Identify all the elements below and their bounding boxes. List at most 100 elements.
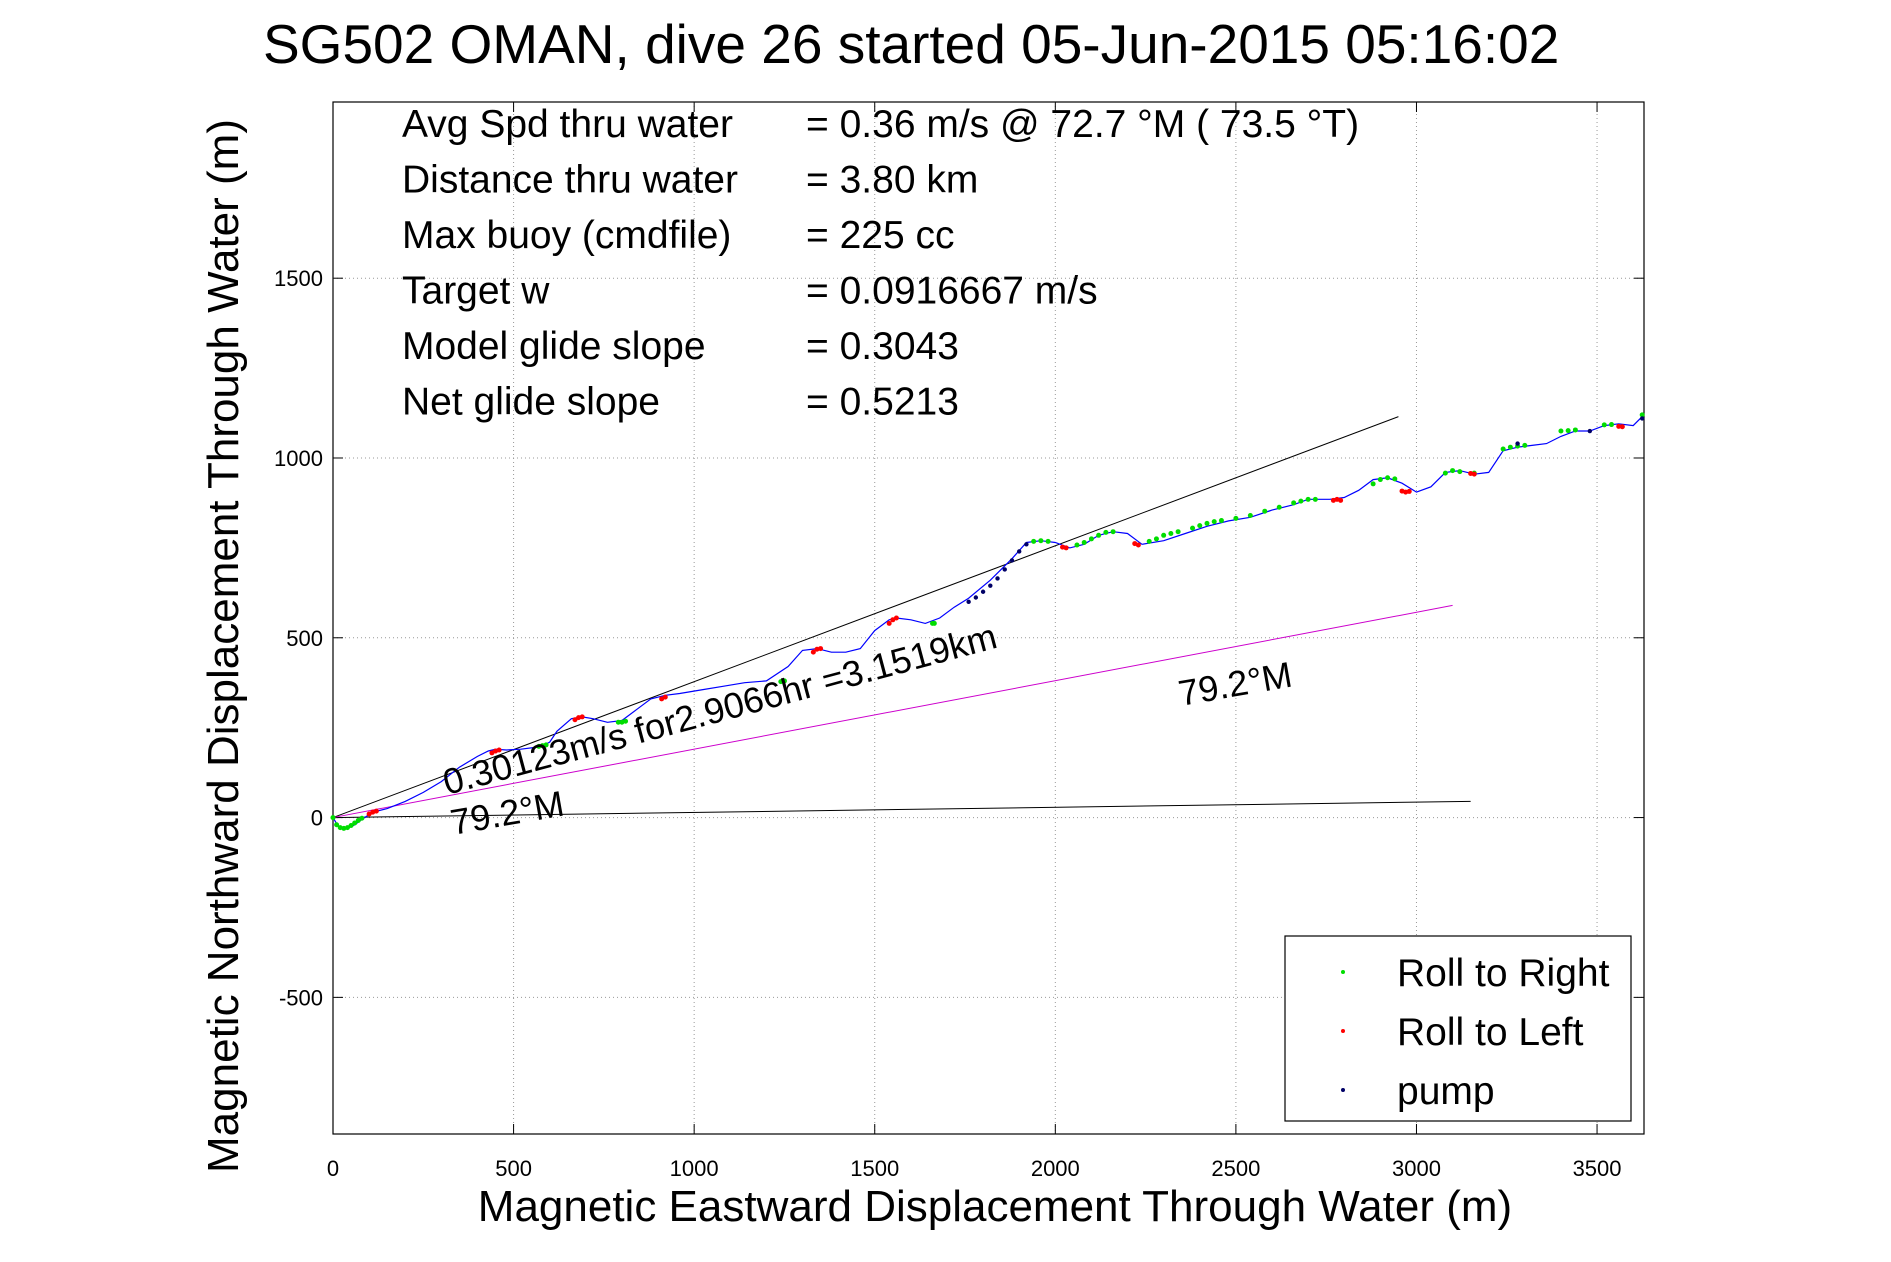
roll-right-point	[1262, 508, 1268, 514]
roll-right-point	[1088, 536, 1094, 542]
roll-left-point	[1338, 497, 1344, 503]
roll-left-point	[579, 714, 585, 720]
roll-right-point	[1639, 412, 1645, 418]
y-tick-label: 500	[286, 626, 323, 651]
roll-right-point	[1558, 428, 1564, 434]
legend-marker-roll-left	[1341, 1029, 1345, 1033]
roll-left-point	[662, 694, 668, 700]
x-tick-label: 3500	[1573, 1156, 1622, 1181]
ticks: 0 500 1000 1500 2000 2500 3000 3500 -500 0 500 1000…	[274, 102, 1644, 1181]
reference-line	[332, 604, 1453, 819]
roll-right-point	[1146, 538, 1152, 544]
chart-title: SG502 OMAN, dive 26 started 05-Jun-2015 …	[263, 13, 1559, 75]
roll-right-point	[1103, 529, 1109, 535]
speed-annotation: 0.30123m/s for2.9066hr =3.1519km	[438, 615, 1001, 802]
roll-points	[330, 412, 1645, 831]
roll-right-point	[1204, 520, 1210, 526]
legend-label-roll-right: Roll to Right	[1397, 952, 1610, 995]
roll-right-point	[1190, 525, 1196, 531]
info-label: Distance thru water	[402, 159, 738, 202]
roll-right-point	[1038, 538, 1044, 544]
roll-right-point	[931, 620, 937, 626]
roll-right-point	[334, 822, 340, 828]
y-tick-label: 0	[311, 806, 323, 831]
roll-right-point	[781, 678, 787, 684]
pump-point	[1024, 542, 1029, 547]
roll-right-point	[1601, 422, 1607, 428]
y-axis-label: Magnetic Northward Displacement Through …	[199, 119, 248, 1173]
pump-point	[1587, 428, 1593, 434]
roll-left-point	[1063, 545, 1069, 551]
info-value: = 0.5213	[806, 381, 959, 424]
roll-right-point	[1572, 427, 1578, 433]
info-label: Model glide slope	[402, 325, 706, 368]
roll-right-point	[1298, 498, 1304, 504]
info-label: Avg Spd thru water	[402, 103, 733, 146]
info-value: = 225 cc	[806, 214, 955, 257]
roll-right-point	[355, 817, 361, 823]
roll-left-point	[810, 649, 816, 655]
pump-point	[980, 589, 986, 594]
roll-left-point	[1471, 471, 1477, 477]
roll-right-point	[352, 820, 358, 826]
roll-right-point	[615, 719, 621, 725]
roll-right-point	[1442, 470, 1448, 476]
x-tick-label: 2000	[1031, 1156, 1080, 1181]
roll-left-point	[572, 717, 578, 723]
legend-marker-pump	[1341, 1088, 1345, 1092]
roll-right-point	[1153, 536, 1159, 542]
y-tick-label: 1000	[274, 446, 323, 471]
roll-left-point	[496, 747, 502, 753]
roll-right-point	[1377, 477, 1383, 483]
roll-right-point	[1168, 530, 1174, 536]
roll-right-point	[1370, 481, 1376, 487]
info-box: Avg Spd thru water = 0.36 m/s @ 72.7 °M (…	[402, 103, 1359, 424]
roll-right-point	[1247, 513, 1253, 519]
roll-right-point	[623, 718, 629, 724]
plot-area: 0 500 1000 1500 2000 2500 3000 3500 -500 0 500 1000…	[274, 101, 1645, 1181]
legend-marker-roll-right	[1341, 970, 1345, 974]
roll-right-point	[1045, 538, 1051, 544]
roll-left-point	[818, 646, 824, 652]
x-tick-label: 2500	[1211, 1156, 1260, 1181]
x-tick-label: 1500	[850, 1156, 899, 1181]
pump-point	[988, 583, 993, 588]
roll-right-point	[1608, 422, 1614, 428]
heading-annotation-upper: 79.2°M	[1175, 654, 1295, 714]
x-tick-label: 1000	[670, 1156, 719, 1181]
info-value: = 3.80 km	[806, 159, 978, 202]
roll-right-point	[1392, 476, 1398, 482]
pump-point	[1016, 549, 1022, 554]
roll-right-point	[1096, 532, 1102, 538]
roll-left-point	[1616, 423, 1622, 429]
pump-point	[1515, 441, 1520, 446]
roll-left-point	[886, 620, 892, 626]
x-tick-label: 0	[327, 1156, 339, 1181]
roll-right-point	[1031, 538, 1037, 544]
roll-right-point	[1175, 529, 1181, 535]
roll-right-point	[1385, 475, 1391, 481]
roll-right-point	[330, 815, 336, 821]
reference-line	[332, 800, 1471, 819]
roll-right-point	[1233, 515, 1239, 521]
pump-point	[1639, 416, 1645, 421]
roll-right-point	[1500, 446, 1506, 452]
roll-right-point	[1161, 532, 1167, 538]
roll-right-point	[1081, 539, 1087, 545]
pump-point	[995, 576, 1000, 581]
roll-right-point	[1457, 469, 1463, 475]
track-line	[332, 414, 1645, 830]
roll-right-point	[1450, 468, 1456, 474]
track	[332, 414, 1645, 830]
roll-left-point	[1406, 488, 1412, 494]
roll-right-point	[344, 825, 350, 831]
y-tick-label: 1500	[274, 266, 323, 291]
reference-line	[332, 416, 1399, 819]
roll-right-point	[1291, 500, 1297, 506]
x-tick-label: 3000	[1392, 1156, 1441, 1181]
roll-right-point	[348, 822, 354, 828]
pump-point	[973, 595, 979, 600]
roll-right-point	[1507, 444, 1513, 450]
pump-point	[1009, 558, 1015, 563]
